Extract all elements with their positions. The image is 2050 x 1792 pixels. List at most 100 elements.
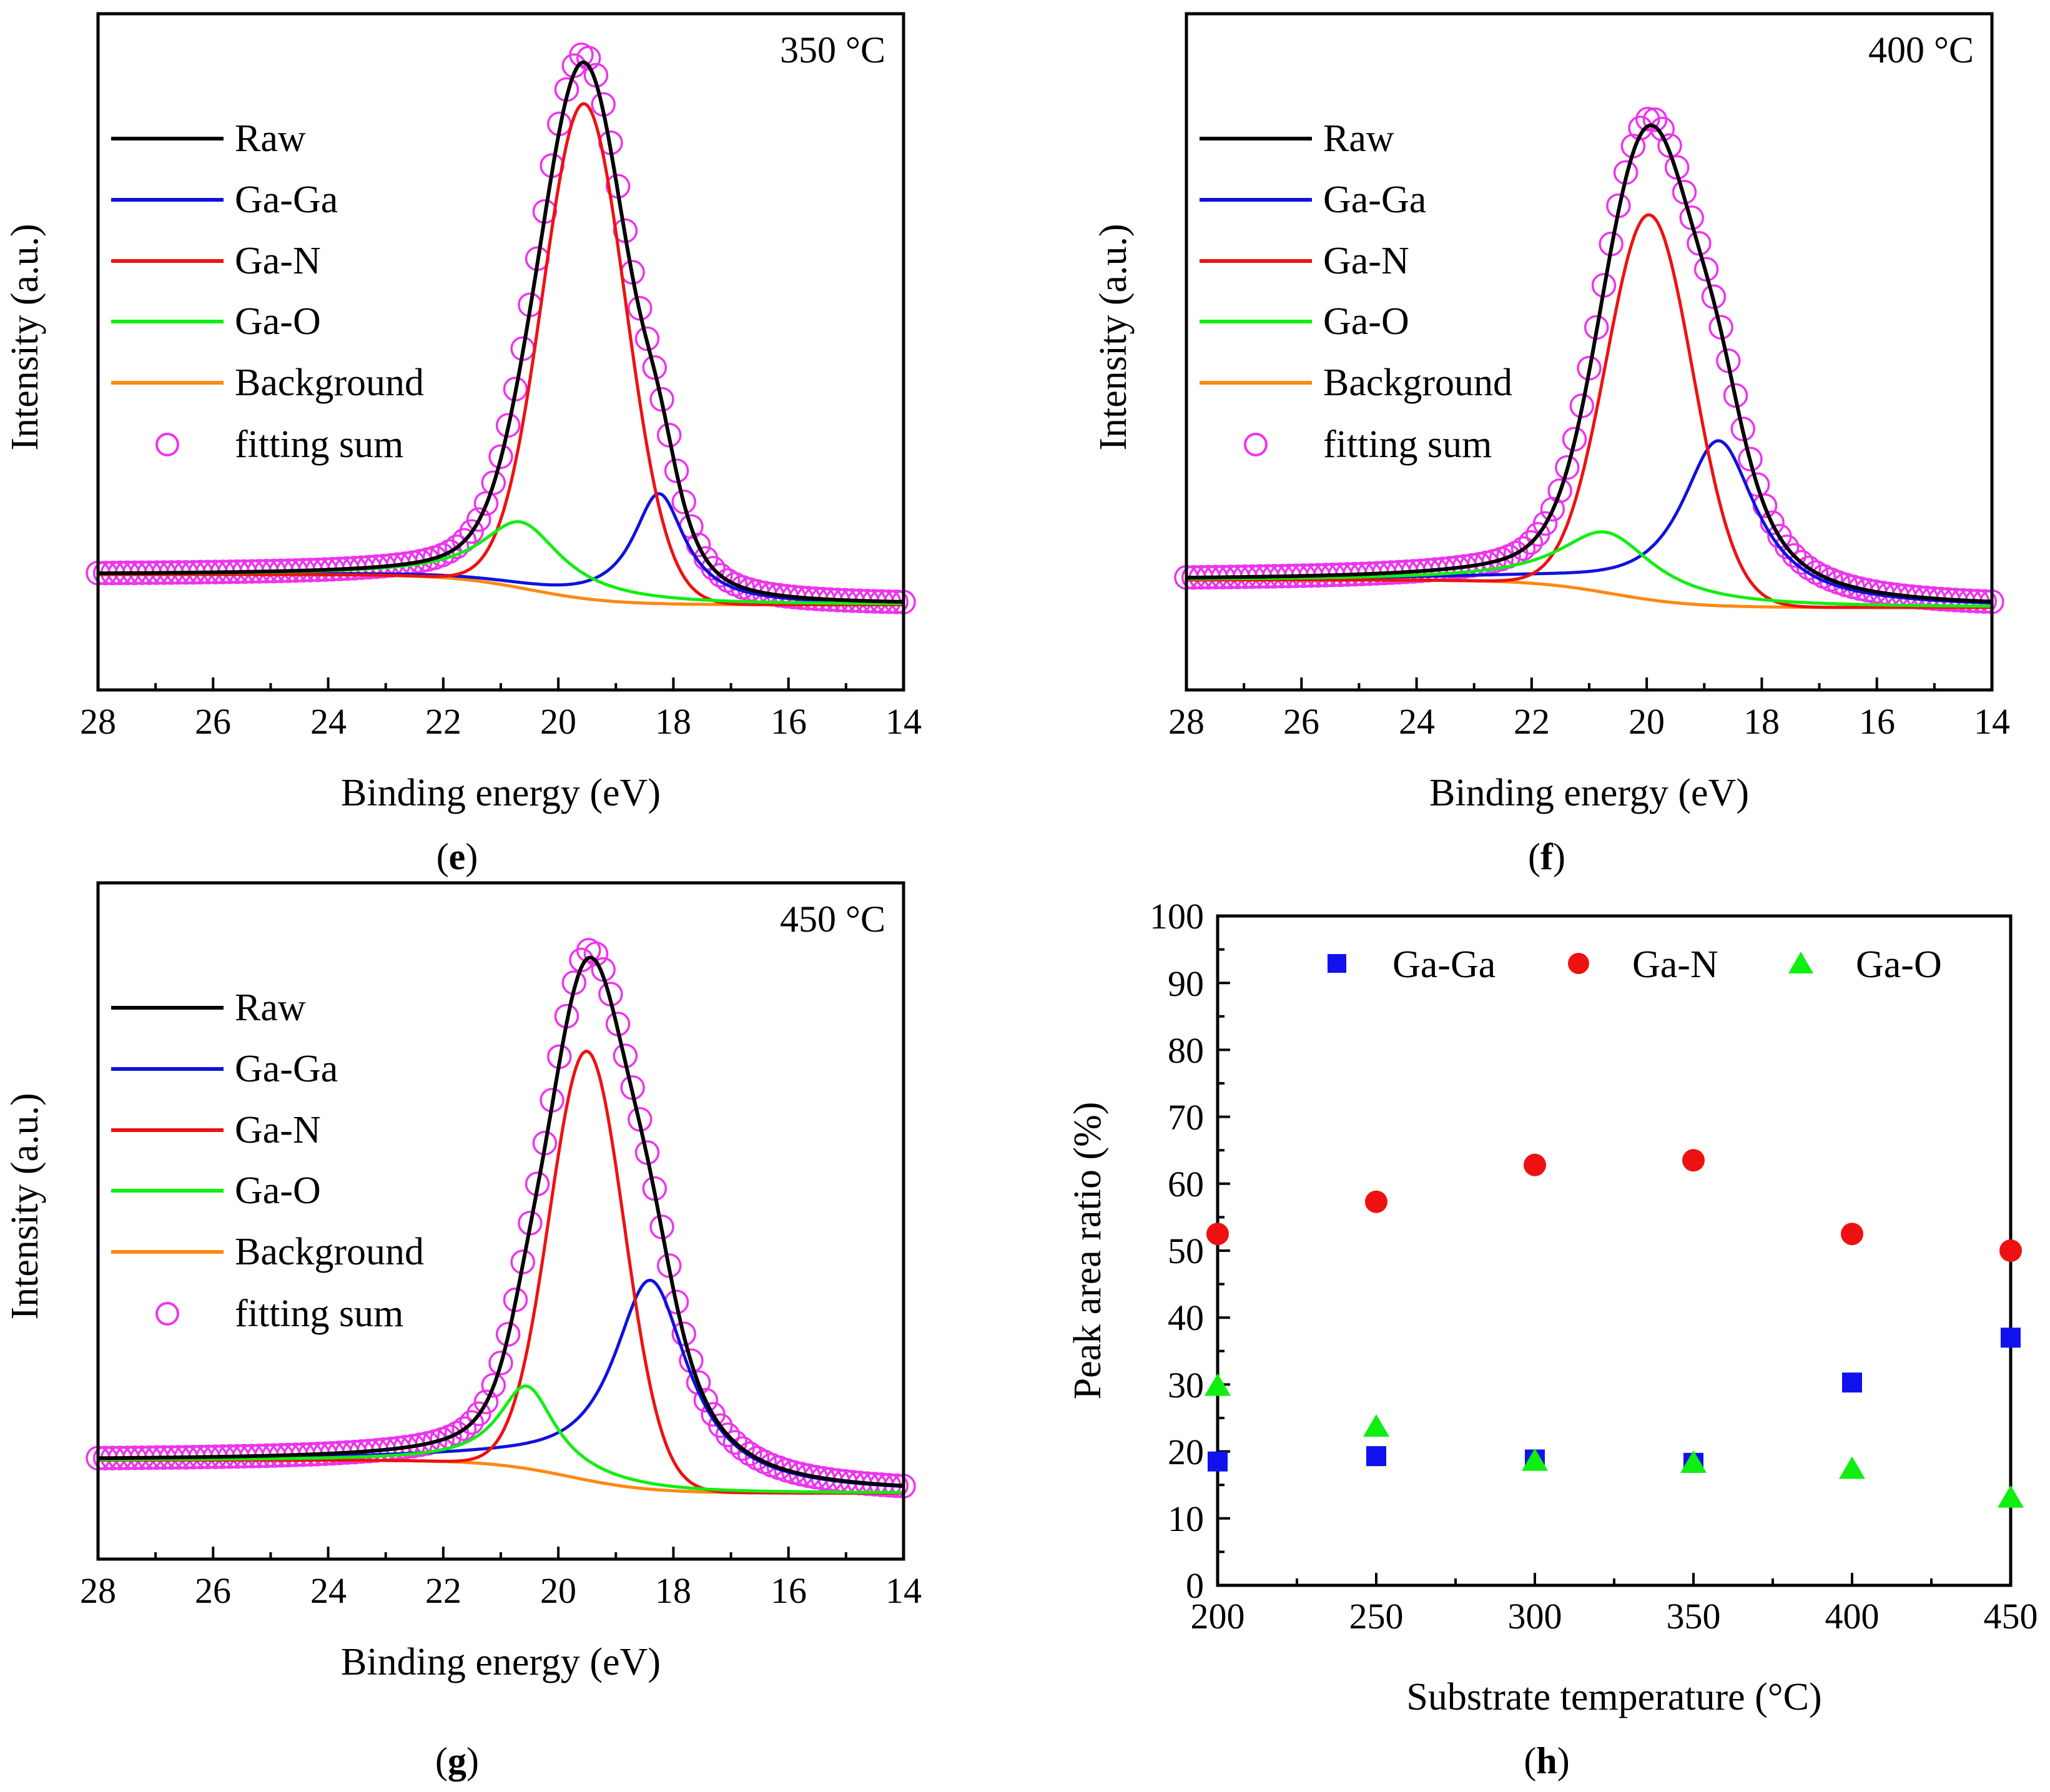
panel-e-legend-label-fitting-sum: fitting sum <box>235 423 403 466</box>
panel-f-fitting-sum-point <box>1510 536 1536 561</box>
panel-g-x-tick-label: 24 <box>310 1570 347 1611</box>
panel-f-legend-label-fitting-sum: fitting sum <box>1323 423 1492 466</box>
panel-f-fitting-sum-point <box>1532 511 1558 536</box>
panel-g-fitting-sum-point <box>583 941 609 967</box>
panel-f-x-tick-label: 16 <box>1859 701 1895 742</box>
panel-f-fitting-sum-point <box>1562 426 1587 452</box>
panel-g-legend-label-fitting-sum: fitting sum <box>235 1292 403 1335</box>
panel-g-raw-line <box>97 955 904 1488</box>
panel-g-x-tick-label: 14 <box>885 1570 922 1611</box>
panel-e-plot-frame <box>96 12 905 692</box>
panel-g-legend-label-ga-o: Ga-O <box>235 1169 321 1212</box>
panel-f-x-tick-label: 14 <box>1974 701 2010 742</box>
panel-h-ga-o-point <box>1680 1450 1707 1473</box>
panel-g-fitting-sum-point <box>451 1416 477 1441</box>
panel-f-fitting-sum-point <box>1518 530 1543 555</box>
panel-e-x-tick-label: 18 <box>655 701 691 742</box>
panel-g-x-axis-title: Binding energy (eV) <box>341 1641 661 1683</box>
panel-f-fitting-sum-point <box>1796 555 1821 581</box>
panel-h-plot-layer <box>1205 915 2024 1587</box>
panel-e-ga-n-line <box>98 102 904 606</box>
panel-h-ga-o-point <box>1205 1373 1231 1396</box>
panel-g: 450 °C Raw Ga-Ga Ga-N Ga-O Background fi… <box>4 881 922 1781</box>
panel-e-x-tick-label: 26 <box>195 701 231 742</box>
panel-f-ga-o-line <box>1186 530 1992 608</box>
panel-h-y-tick-label: 60 <box>1168 1164 1204 1204</box>
panel-e-x-axis-title: Binding energy (eV) <box>341 772 661 814</box>
panel-h-ga-n-point <box>1999 1239 2022 1262</box>
panel-g-legend-label-ga-n: Ga-N <box>235 1109 321 1151</box>
panel-g-x-tick-label: 26 <box>195 1570 231 1611</box>
panel-e-legend-label-background: Background <box>235 362 424 404</box>
panel-f-x-axis-title: Binding energy (eV) <box>1429 772 1749 814</box>
panel-h-y-tick-label: 10 <box>1168 1499 1204 1539</box>
panel-h-legend-label-ga-ga: Ga-Ga <box>1392 943 1496 986</box>
panel-e-temperature-label: 350 °C <box>780 29 885 71</box>
panel-f-ga-n-line <box>1186 213 1992 609</box>
panel-g-x-axis: 28 26 24 22 20 18 16 14 <box>80 1570 922 1611</box>
panel-e-fitting-sum-point <box>634 326 660 352</box>
panel-h-x-tick-label: 450 <box>1984 1596 2038 1637</box>
panel-e-legend-swatch-fitting-sum <box>155 433 179 456</box>
panel-f-raw-line <box>1186 123 1993 604</box>
panel-g-x-tick-label: 20 <box>540 1570 576 1611</box>
panel-f-legend-label-ga-ga: Ga-Ga <box>1323 179 1426 221</box>
panel-g-caption: (g) <box>435 1740 479 1781</box>
panel-f-x-tick-label: 26 <box>1283 701 1319 742</box>
panel-h-y-tick-label: 30 <box>1168 1365 1204 1406</box>
panel-e-x-axis: 28 26 24 22 20 18 16 14 <box>80 701 922 742</box>
panel-h-ga-n-point <box>1841 1223 1863 1246</box>
panel-e-legend-label-ga-ga: Ga-Ga <box>235 179 338 221</box>
panel-f-x-tick-label: 28 <box>1168 701 1205 742</box>
panel-e-fitting-sum-point <box>642 355 668 380</box>
panel-h-x-axis: 200 250 300 350 400 450 <box>1191 1596 2038 1637</box>
panel-e-x-tick-label: 24 <box>310 701 347 742</box>
panel-g-legend-label-raw: Raw <box>235 987 306 1029</box>
panel-f-legend-label-background: Background <box>1323 362 1512 404</box>
panel-g-fitting-sum-point <box>671 1321 696 1347</box>
panel-e-x-tick-label: 28 <box>80 701 116 742</box>
panel-h-plot-frame <box>1216 914 2013 1587</box>
panel-f-plot-frame <box>1185 12 1994 692</box>
panel-g-legend: Raw Ga-Ga Ga-N Ga-O Background fitting s… <box>111 987 424 1335</box>
panel-h-ga-o-point <box>1839 1456 1865 1479</box>
panel-f-fitting-sum-point <box>1555 455 1580 480</box>
panel-e-fitting-sum-point <box>466 507 491 532</box>
panel-g-fitting-sum-point <box>466 1401 491 1427</box>
panel-h-ga-ga-point <box>1208 1451 1228 1472</box>
panel-e-raw-line <box>98 60 904 604</box>
panel-g-fitting-sum-point <box>737 1441 762 1467</box>
panel-f-fitting-sum-point <box>1774 534 1800 559</box>
panel-h: 0 10 20 30 40 50 60 70 80 90 100 200 250… <box>1067 896 2038 1781</box>
panel-h-y-axis-title: Peak area ratio (%) <box>1067 1102 1109 1400</box>
panel-g-fitting-sum-point <box>488 1351 513 1376</box>
panel-f-fitting-sum-point <box>1781 543 1807 568</box>
panel-g-x-tick-label: 16 <box>771 1570 807 1611</box>
panel-f-x-tick-label: 24 <box>1399 701 1435 742</box>
panel-g-legend-label-background: Background <box>235 1231 424 1273</box>
panel-h-ga-o-point <box>1363 1414 1389 1437</box>
panel-e-fitting-sum-point <box>488 444 513 470</box>
panel-f-fitting-sum-point <box>1650 116 1675 142</box>
panel-h-ga-o-point <box>1522 1448 1548 1471</box>
panel-e-fitting-sum-point <box>481 470 506 495</box>
panel-h-y-tick-label: 100 <box>1150 896 1204 937</box>
panel-g-ga-o-line <box>98 1384 904 1494</box>
panel-h-x-tick-label: 350 <box>1667 1596 1721 1637</box>
panel-f-x-axis: 28 26 24 22 20 18 16 14 <box>1168 701 2010 742</box>
panel-f-x-tick-label: 22 <box>1514 701 1550 742</box>
panel-h-x-axis-title: Substrate temperature (°C) <box>1406 1676 1821 1718</box>
panel-h-y-tick-label: 40 <box>1168 1297 1204 1338</box>
panel-f-fitting-sum-point <box>1760 510 1785 535</box>
panel-h-x-tick-label: 300 <box>1508 1596 1562 1637</box>
panel-h-legend-marker-ga-ga <box>1328 954 1346 973</box>
panel-h-y-tick-label: 90 <box>1168 963 1204 1004</box>
panel-h-y-tick-label: 80 <box>1168 1030 1204 1071</box>
panel-e-fitting-sum-point <box>459 519 484 544</box>
panel-e-fitting-sum-point <box>664 458 689 483</box>
panel-f-fitting-sum-point <box>1642 107 1668 132</box>
panel-h-x-tick-label: 250 <box>1349 1596 1404 1637</box>
panel-f-y-axis-title: Intensity (a.u.) <box>1092 224 1135 450</box>
panel-g-plot-layer <box>86 938 916 1559</box>
panel-e: 350 °C Raw Ga-Ga Ga-N Ga-O Background fi… <box>4 12 922 877</box>
